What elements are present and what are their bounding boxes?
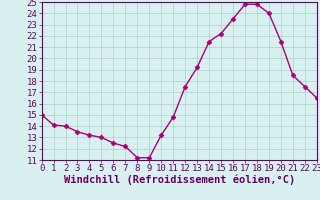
X-axis label: Windchill (Refroidissement éolien,°C): Windchill (Refroidissement éolien,°C) xyxy=(64,175,295,185)
